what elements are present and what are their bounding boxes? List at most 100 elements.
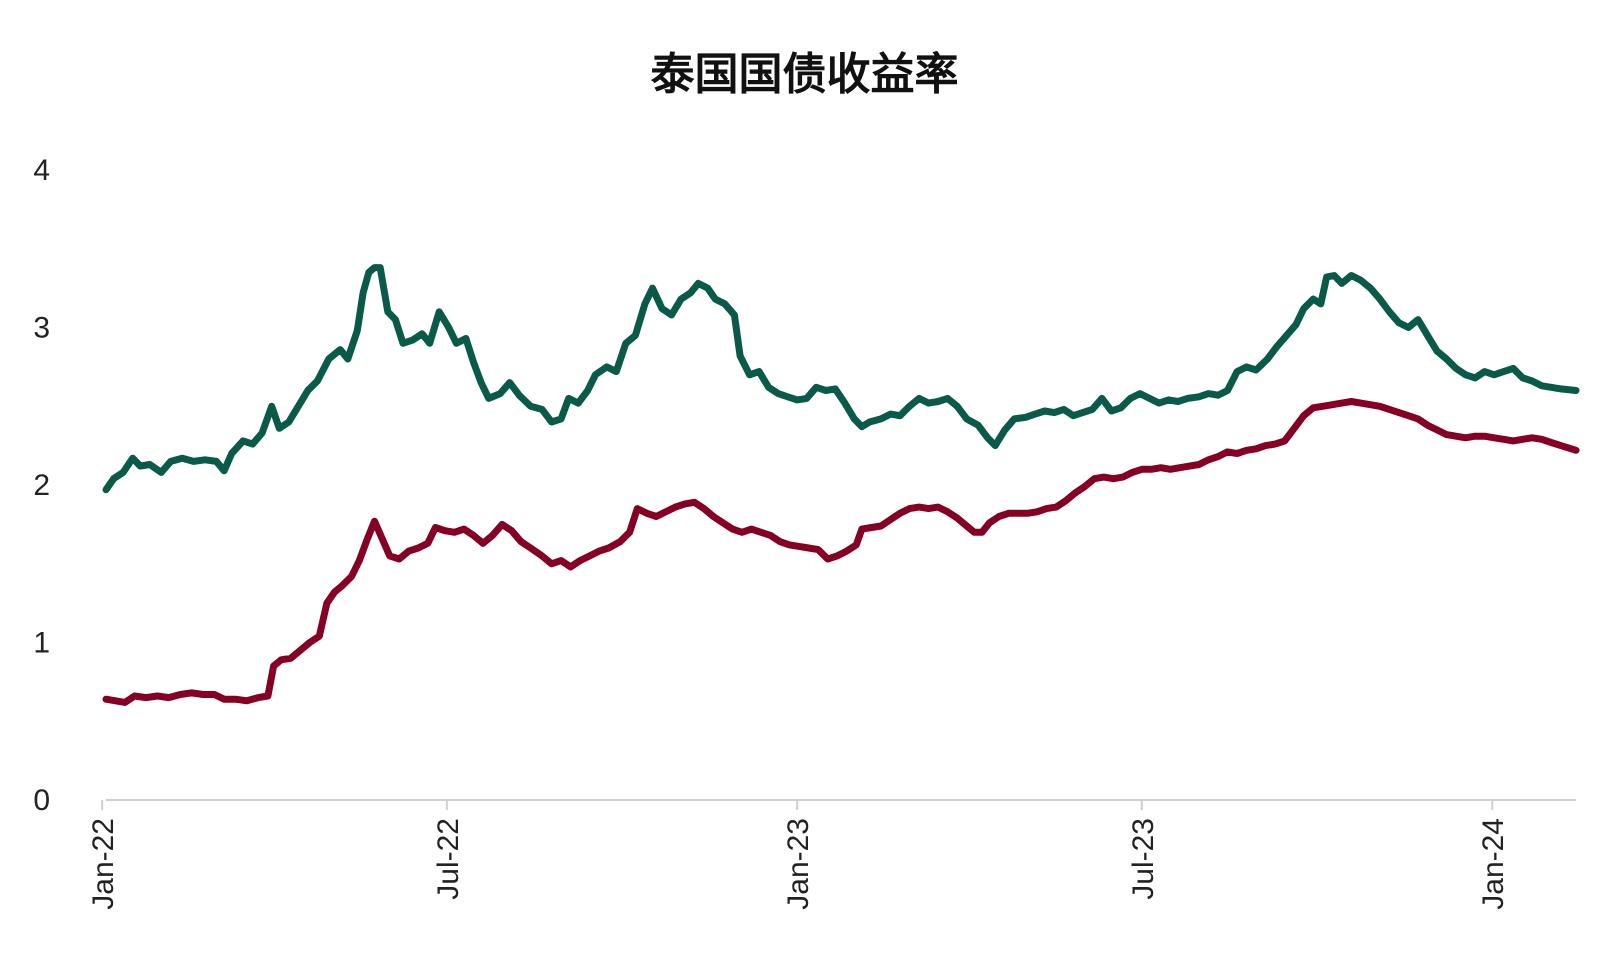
series-1 bbox=[102, 264, 1580, 494]
data-point bbox=[1083, 485, 1087, 489]
data-point bbox=[1387, 407, 1391, 411]
data-point bbox=[723, 302, 727, 306]
series-line bbox=[102, 264, 1580, 494]
data-point bbox=[454, 341, 458, 345]
data-point bbox=[1574, 448, 1578, 452]
data-point bbox=[965, 524, 969, 528]
data-point bbox=[411, 338, 415, 342]
data-point bbox=[946, 396, 950, 400]
data-point bbox=[1140, 467, 1144, 471]
data-point bbox=[1100, 396, 1104, 400]
data-point bbox=[643, 302, 647, 306]
data-point bbox=[340, 584, 344, 588]
data-point bbox=[1416, 417, 1420, 421]
data-point bbox=[1502, 370, 1506, 374]
data-point bbox=[936, 505, 940, 509]
data-point bbox=[833, 387, 837, 391]
data-point bbox=[1292, 426, 1296, 430]
data-point bbox=[1406, 326, 1410, 329]
data-point bbox=[993, 444, 997, 448]
data-point bbox=[854, 543, 858, 547]
data-point bbox=[317, 634, 321, 638]
data-point bbox=[1406, 414, 1410, 418]
data-point bbox=[365, 538, 369, 542]
data-point bbox=[155, 694, 159, 698]
data-point bbox=[1157, 401, 1161, 405]
data-point bbox=[266, 694, 270, 698]
data-point bbox=[245, 699, 249, 703]
data-point bbox=[481, 541, 485, 545]
data-point bbox=[1264, 444, 1268, 448]
data-point bbox=[529, 546, 533, 550]
data-point bbox=[1397, 411, 1401, 415]
data-point bbox=[1207, 458, 1210, 462]
data-point bbox=[315, 379, 319, 383]
data-point bbox=[1071, 414, 1075, 418]
data-point bbox=[388, 554, 392, 558]
data-point bbox=[1235, 452, 1239, 455]
data-point bbox=[1521, 376, 1525, 380]
data-point bbox=[879, 524, 883, 528]
data-point bbox=[946, 510, 950, 514]
data-point bbox=[927, 401, 931, 405]
data-point bbox=[567, 396, 571, 400]
data-point bbox=[1254, 368, 1258, 372]
data-point bbox=[437, 310, 441, 314]
data-point bbox=[203, 458, 207, 462]
data-point bbox=[988, 521, 991, 525]
data-point bbox=[1012, 417, 1016, 421]
data-point bbox=[1559, 387, 1563, 391]
data-point bbox=[635, 507, 639, 511]
data-point bbox=[1178, 466, 1182, 470]
data-point bbox=[593, 373, 597, 377]
data-point bbox=[178, 693, 182, 696]
data-point bbox=[1540, 437, 1544, 441]
data-point bbox=[578, 559, 582, 563]
data-point bbox=[1092, 477, 1096, 481]
data-point bbox=[1397, 321, 1401, 325]
data-point bbox=[778, 540, 782, 544]
data-point bbox=[1128, 396, 1132, 400]
data-point bbox=[1168, 467, 1172, 471]
data-point bbox=[614, 370, 618, 374]
data-point bbox=[386, 310, 390, 314]
data-point bbox=[1483, 434, 1487, 438]
data-point bbox=[373, 519, 376, 523]
data-point bbox=[713, 297, 717, 301]
data-point bbox=[1426, 333, 1429, 337]
data-point bbox=[1435, 428, 1439, 432]
data-point bbox=[1302, 414, 1306, 418]
data-point bbox=[586, 389, 590, 392]
data-point bbox=[759, 530, 763, 534]
data-point bbox=[1207, 392, 1210, 396]
data-point bbox=[1378, 404, 1382, 408]
data-point bbox=[1549, 385, 1553, 389]
data-point bbox=[272, 664, 276, 668]
data-point bbox=[1090, 407, 1094, 411]
data-point bbox=[1138, 392, 1142, 396]
data-point bbox=[192, 459, 196, 463]
data-point bbox=[1294, 322, 1298, 326]
data-point bbox=[201, 693, 205, 696]
data-point bbox=[397, 557, 401, 561]
data-point bbox=[550, 420, 554, 424]
data-point bbox=[673, 505, 677, 509]
data-point bbox=[367, 270, 371, 274]
data-point bbox=[679, 297, 683, 301]
data-point bbox=[917, 396, 921, 400]
data-point bbox=[462, 527, 466, 531]
data-point bbox=[222, 697, 226, 701]
data-point bbox=[1176, 400, 1180, 403]
data-point bbox=[569, 565, 573, 569]
data-point bbox=[464, 337, 468, 340]
data-point bbox=[133, 694, 137, 698]
data-point bbox=[748, 373, 752, 377]
data-point bbox=[333, 590, 336, 594]
data-point bbox=[279, 658, 283, 662]
data-point bbox=[1197, 395, 1201, 399]
data-point bbox=[1024, 415, 1028, 419]
data-point bbox=[1216, 393, 1220, 397]
data-point bbox=[732, 313, 736, 317]
series-layer bbox=[102, 264, 1580, 706]
data-point bbox=[1311, 297, 1315, 301]
